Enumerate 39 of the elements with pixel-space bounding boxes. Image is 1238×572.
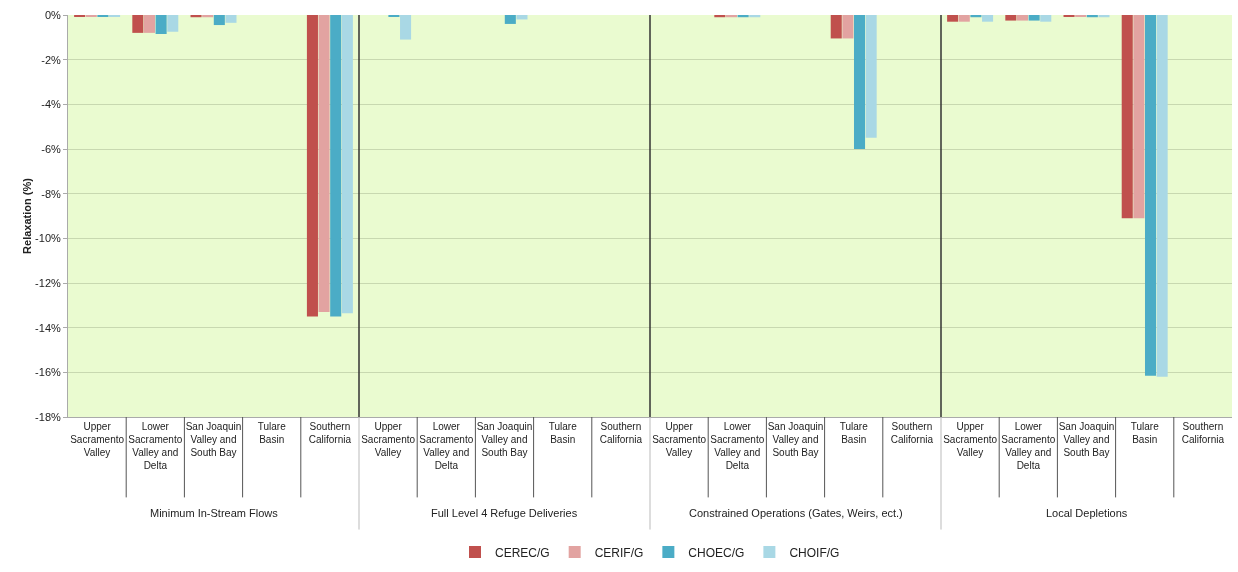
x-tick-label: Southern California <box>1181 421 1225 445</box>
x-tick-label: Lower Sacramento Valley and Delta <box>1001 421 1056 471</box>
x-tick-label: Upper Sacramento Valley <box>361 421 416 458</box>
x-tick-label: San Joaquin Valley and South Bay <box>1058 421 1115 458</box>
legend-label: CERIF/G <box>594 545 644 560</box>
x-tick-label: Upper Sacramento Valley <box>943 421 998 458</box>
x-tick-label: Southern California <box>308 421 352 445</box>
legend-label: CHOEC/G <box>688 545 745 560</box>
x-tick-label: Tulare Basin <box>548 421 578 445</box>
text: Minimum In-Stream Flows <box>150 507 279 519</box>
y-tick-label: -16% <box>35 366 62 379</box>
x-tick-label: Southern California <box>890 421 934 445</box>
y-tick-label: -14% <box>35 321 62 334</box>
x-tick-label: Lower Sacramento Valley and Delta <box>128 421 183 471</box>
x-tick-label: Tulare Basin <box>1130 421 1160 445</box>
y-tick-label: -2% <box>41 53 62 66</box>
x-tick-label: San Joaquin Valley and South Bay <box>185 421 242 458</box>
y-tick-label: -18% <box>35 410 62 423</box>
x-tick-label: Upper Sacramento Valley <box>652 421 707 458</box>
y-axis-title: Relaxation (%) <box>21 177 34 254</box>
legend-label: CEREC/G <box>495 545 550 560</box>
y-tick-label: -8% <box>41 187 62 200</box>
x-tick-label: Lower Sacramento Valley and Delta <box>419 421 474 471</box>
x-tick-label: San Joaquin Valley and South Bay <box>767 421 824 458</box>
text: Local Depletions <box>1046 507 1128 519</box>
x-tick-label: San Joaquin Valley and South Bay <box>476 421 533 458</box>
legend-label: CHOIF/G <box>789 545 840 560</box>
x-tick-label: Tulare Basin <box>257 421 287 445</box>
x-tick-label: Tulare Basin <box>839 421 869 445</box>
y-tick-label: -10% <box>35 232 62 245</box>
y-tick-label: -12% <box>35 276 62 289</box>
x-tick-label: Lower Sacramento Valley and Delta <box>710 421 765 471</box>
text: Full Level 4 Refuge Deliveries <box>431 507 578 519</box>
x-tick-label: Southern California <box>599 421 643 445</box>
y-tick-label: 0% <box>44 8 62 21</box>
text: Constrained Operations (Gates, Weirs, ect.) <box>689 507 903 519</box>
x-tick-label: Upper Sacramento Valley <box>70 421 125 458</box>
y-tick-label: -4% <box>41 98 62 111</box>
y-tick-label: -6% <box>41 142 62 155</box>
